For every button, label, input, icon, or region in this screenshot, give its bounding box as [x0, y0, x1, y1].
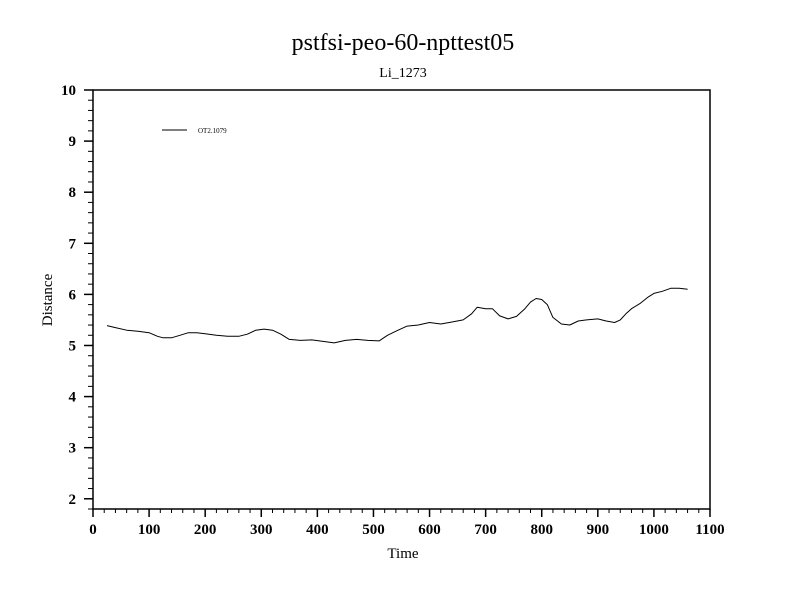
y-tick-label: 4 [69, 390, 77, 406]
x-tick-label: 100 [138, 522, 161, 538]
legend-label: OT2.1079 [198, 127, 227, 135]
x-tick-label: 400 [306, 522, 329, 538]
x-tick-label: 600 [418, 522, 441, 538]
y-tick-label: 8 [69, 185, 77, 201]
y-tick-label: 7 [69, 236, 77, 252]
y-tick-label: 5 [69, 338, 77, 354]
y-tick-label: 9 [69, 134, 77, 150]
chart-title: pstfsi-peo-60-npttest05 [292, 30, 515, 56]
x-tick-label: 1100 [695, 522, 724, 538]
axis-ticks [84, 89, 711, 517]
y-tick-label: 6 [69, 287, 77, 303]
y-tick-label: 3 [69, 441, 77, 457]
chart-subtitle: Li_1273 [379, 66, 426, 81]
x-tick-labels: 0 100 200 300 400 500 600 700 800 900 1000 1100 [89, 522, 724, 538]
x-tick-label: 0 [89, 522, 97, 538]
series-line-0 [106, 287, 688, 344]
x-tick-label: 200 [194, 522, 217, 538]
y-tick-label: 2 [69, 492, 77, 508]
y-tick-label: 10 [61, 83, 76, 99]
plot-frame [92, 89, 711, 510]
x-tick-label: 800 [530, 522, 553, 538]
series-layer [106, 287, 688, 344]
y-axis-label: Distance [40, 273, 56, 326]
x-tick-label: 700 [474, 522, 497, 538]
x-axis-label: Time [387, 546, 418, 562]
x-tick-label: 900 [587, 522, 610, 538]
x-tick-label: 500 [362, 522, 385, 538]
x-tick-label: 1000 [639, 522, 669, 538]
y-tick-labels: 2 3 4 5 6 7 8 9 10 [61, 83, 77, 508]
x-tick-label: 300 [250, 522, 273, 538]
